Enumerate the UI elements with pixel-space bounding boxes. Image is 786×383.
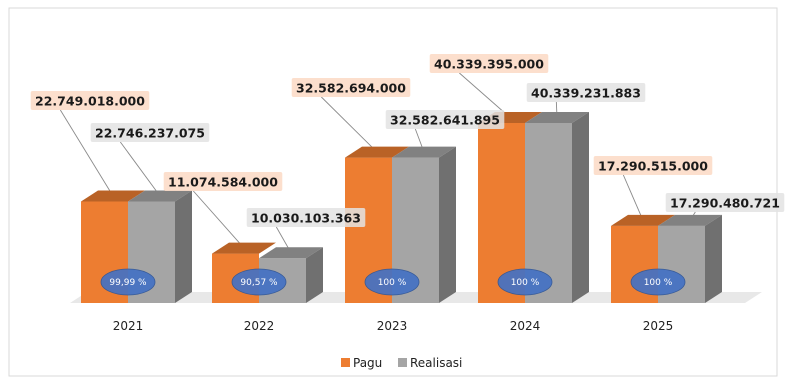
leader-line-pagu-2022 [193,190,245,249]
percent-label-2023: 100 % [378,278,407,288]
bar-side-realisasi-2021 [175,190,192,303]
value-label-bg-realisasi-2024 [526,83,646,102]
legend-label-pagu: Pagu [353,356,382,370]
percent-badge-2025 [630,268,686,296]
leader-line-realisasi-2021 [119,141,161,197]
bar-top-realisasi-2021 [128,190,192,202]
percent-badge-2022 [231,268,287,296]
bar-side-realisasi-2025 [705,214,722,303]
bar-top-pagu-2023 [345,146,409,158]
percent-badge-2024 [497,268,553,296]
chart-border [8,7,778,377]
bar-top-realisasi-2022 [259,247,323,259]
percent-label-2021: 99,99 % [109,278,147,288]
percent-label-2024: 100 % [511,278,540,288]
leader-line-pagu-2023 [321,96,378,153]
value-label-bg-pagu-2021 [30,91,150,110]
bar-side-realisasi-2022 [306,247,323,303]
legend-swatch-pagu [341,358,350,367]
value-label-realisasi-2022: 10.030.103.363 [251,211,361,226]
legend-label-realisasi: Realisasi [410,356,462,370]
leader-line-pagu-2025 [622,174,644,221]
bar-top-realisasi-2023 [392,146,456,158]
bar-side-realisasi-2024 [572,112,589,303]
bar-side-realisasi-2023 [439,146,456,303]
percent-badge-2021 [100,268,156,296]
value-label-bg-realisasi-2025 [665,193,785,212]
bar-top-realisasi-2024 [525,112,589,124]
value-label-pagu-2022: 11.074.584.000 [168,175,278,190]
leader-line-pagu-2021 [59,109,114,197]
value-label-bg-pagu-2024 [429,54,549,73]
value-label-bg-pagu-2023 [291,78,411,97]
value-label-pagu-2023: 32.582.694.000 [296,81,406,96]
value-label-pagu-2024: 40.339.395.000 [434,57,544,72]
bar-top-pagu-2021 [81,190,145,202]
bar-top-pagu-2022 [212,242,276,254]
value-label-bg-realisasi-2023 [385,110,505,129]
x-tick-label-2022: 2022 [244,319,275,333]
percent-label-2025: 100 % [644,278,673,288]
value-label-pagu-2021: 22.749.018.000 [35,94,145,109]
value-label-bg-realisasi-2021 [90,123,210,142]
legend-swatch-realisasi [398,358,407,367]
x-tick-label-2024: 2024 [510,319,541,333]
value-label-realisasi-2021: 22.746.237.075 [95,126,205,141]
value-label-bg-realisasi-2022 [246,208,366,227]
value-label-realisasi-2024: 40.339.231.883 [531,86,641,101]
x-tick-label-2023: 2023 [377,319,408,333]
value-label-pagu-2025: 17.290.515.000 [598,159,708,174]
value-label-realisasi-2023: 32.582.641.895 [390,113,500,128]
x-tick-label-2021: 2021 [113,319,144,333]
value-label-realisasi-2025: 17.290.480.721 [670,196,780,211]
bar-top-pagu-2025 [611,214,675,226]
value-label-bg-pagu-2022 [163,172,283,191]
x-tick-label-2025: 2025 [643,319,674,333]
percent-badge-2023 [364,268,420,296]
value-label-bg-pagu-2025 [593,156,713,175]
percent-label-2022: 90,57 % [240,278,278,288]
bar-top-realisasi-2025 [658,214,722,226]
